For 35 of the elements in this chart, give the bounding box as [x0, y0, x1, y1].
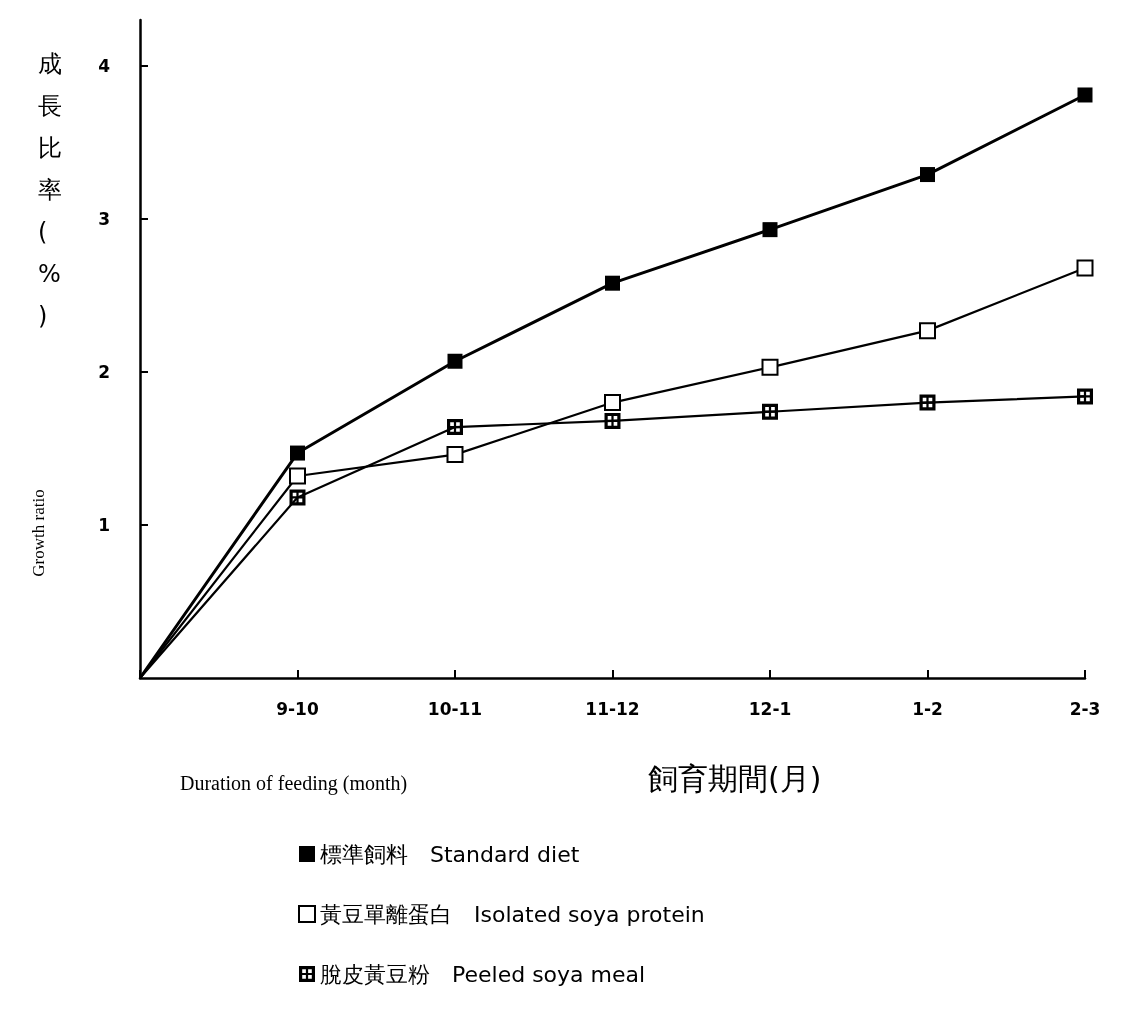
point: [1076, 259, 1094, 277]
y-tick-label: 1: [98, 514, 110, 535]
point: [289, 489, 306, 506]
x-tick-label: 2-3: [1069, 698, 1101, 719]
point: [446, 446, 464, 464]
legend-label: 脫皮黃豆粉 Peeled soya meal: [320, 961, 646, 987]
point: [447, 419, 463, 436]
point: [919, 322, 936, 340]
point: [761, 358, 779, 376]
x-tick-label: 11-12: [585, 698, 640, 719]
point: [604, 412, 621, 429]
point: [920, 167, 935, 183]
point: [289, 467, 306, 485]
point: [604, 394, 621, 412]
y-axis-title: Growth ratio: [28, 489, 48, 577]
legend-label: 黃豆單離蛋白 Isolated soya protein: [320, 901, 705, 927]
point: [1077, 388, 1093, 405]
x-tick-label: 12-1: [748, 698, 792, 719]
point: [762, 222, 778, 238]
legend-label: 標準飼料 Standard diet: [320, 841, 580, 867]
point: [919, 394, 936, 411]
y-tick-label: 3: [98, 208, 110, 229]
point: [290, 445, 305, 461]
y-tick-label: 4: [98, 55, 111, 76]
x-tick-label: 10-11: [427, 698, 483, 719]
text: 飼育期間(月): [648, 760, 822, 796]
text: 成長比率(%): [38, 50, 62, 330]
x-tick-label: 9-10: [276, 698, 319, 719]
point: [1077, 87, 1093, 103]
x-tick-label: 1-2: [912, 698, 943, 719]
y-tick-label: 2: [98, 361, 110, 382]
point: [605, 275, 620, 291]
x-axis-title: Duration of feeding (month): [180, 772, 408, 795]
point: [762, 403, 778, 420]
point: [447, 353, 463, 369]
